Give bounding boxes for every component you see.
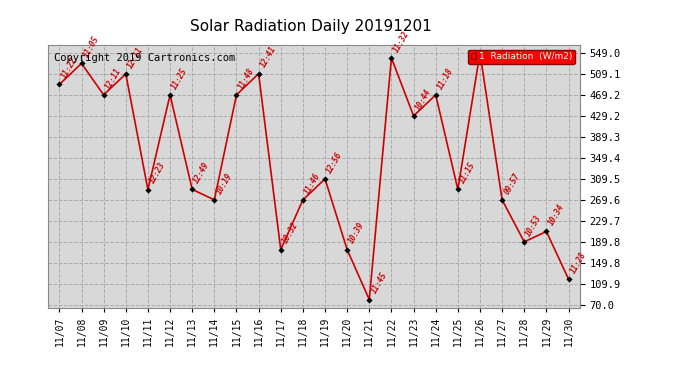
Text: Solar Radiation Daily 20191201: Solar Radiation Daily 20191201 <box>190 19 431 34</box>
Point <box>475 50 486 56</box>
Point <box>120 71 131 77</box>
Point <box>364 297 375 303</box>
Text: 11:15: 11:15 <box>458 160 477 185</box>
Text: 11:25: 11:25 <box>170 66 190 91</box>
Point <box>54 81 65 87</box>
Point <box>231 92 242 98</box>
Text: 11:28: 11:28 <box>569 251 588 275</box>
Text: 10:34: 10:34 <box>546 203 566 227</box>
Point <box>563 276 574 282</box>
Point <box>209 197 220 203</box>
Point <box>76 60 87 66</box>
Point <box>430 92 441 98</box>
Legend: 1  Radiation  (W/m2): 1 Radiation (W/m2) <box>469 50 575 64</box>
Text: 11:22: 11:22 <box>59 56 79 80</box>
Text: 12:49: 12:49 <box>193 160 212 185</box>
Text: 12:56: 12:56 <box>325 150 344 175</box>
Text: 11:46: 11:46 <box>303 171 322 196</box>
Point <box>342 247 353 253</box>
Point <box>408 113 419 119</box>
Point <box>253 70 264 76</box>
Point <box>386 55 397 61</box>
Point <box>297 197 308 203</box>
Text: 10:32: 10:32 <box>281 221 300 245</box>
Text: 11:48: 11:48 <box>237 66 256 91</box>
Point <box>275 247 286 253</box>
Point <box>164 92 175 98</box>
Text: 12:11: 12:11 <box>104 66 123 91</box>
Text: 11:18: 11:18 <box>435 66 455 91</box>
Point <box>142 187 153 193</box>
Point <box>497 197 508 203</box>
Point <box>541 228 552 234</box>
Text: 12:23: 12:23 <box>148 161 167 186</box>
Text: Copyright 2019 Cartronics.com: Copyright 2019 Cartronics.com <box>54 53 235 63</box>
Text: 11:05: 11:05 <box>81 34 101 59</box>
Text: 10:39: 10:39 <box>347 221 366 245</box>
Point <box>98 92 109 98</box>
Point <box>319 176 331 182</box>
Point <box>187 186 198 192</box>
Text: 10:44: 10:44 <box>413 87 433 112</box>
Point <box>453 186 464 192</box>
Text: 11:45: 11:45 <box>369 271 388 296</box>
Text: 10:19: 10:19 <box>215 171 234 196</box>
Text: 10:53: 10:53 <box>524 213 544 238</box>
Text: 12:11: 12:11 <box>126 45 145 70</box>
Text: 09:57: 09:57 <box>502 171 522 196</box>
Text: 12:41: 12:41 <box>259 45 278 69</box>
Text: 11:32: 11:32 <box>391 29 411 54</box>
Point <box>519 239 530 245</box>
